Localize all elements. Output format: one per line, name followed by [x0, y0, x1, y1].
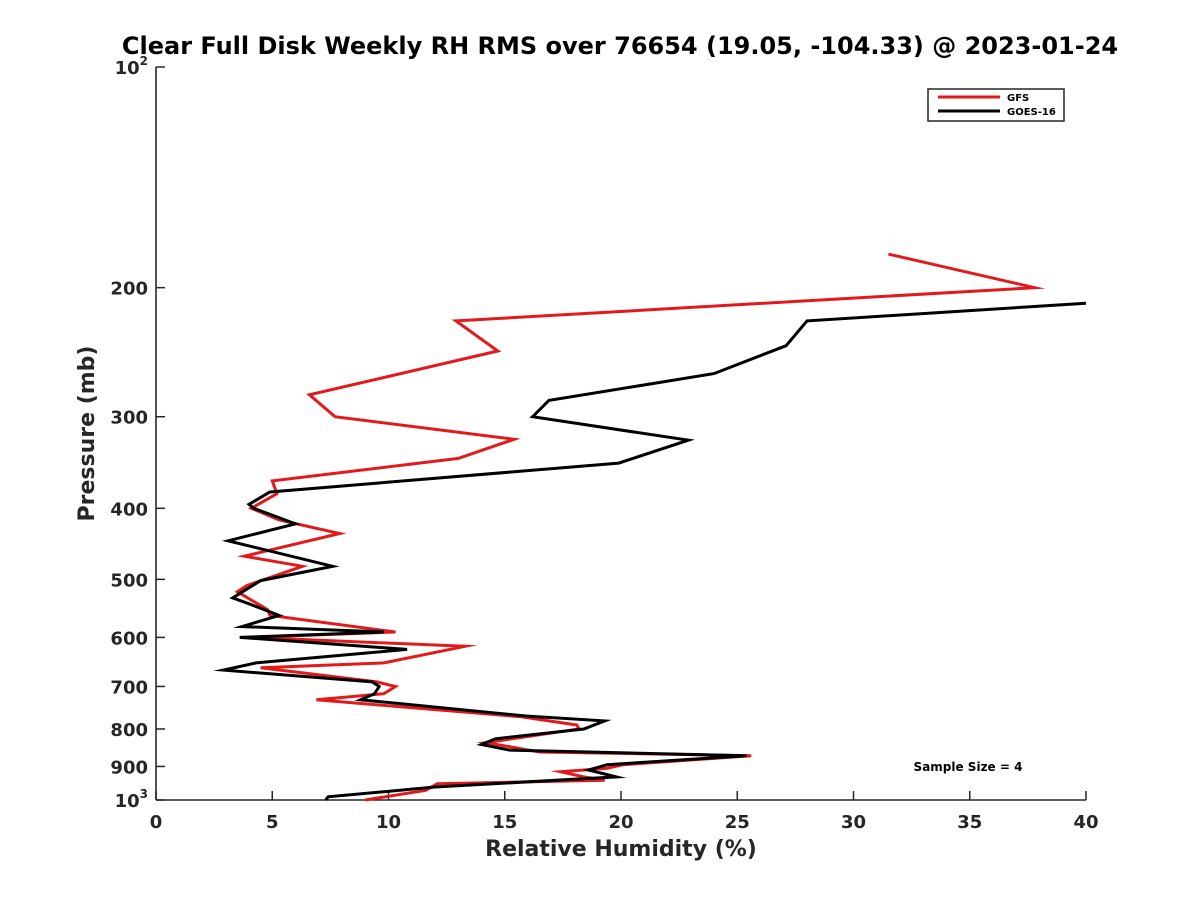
y-tick-label: 102	[115, 54, 148, 79]
x-axis-label: Relative Humidity (%)	[485, 837, 757, 862]
legend-label: GOES-16	[1007, 107, 1056, 118]
y-tick-label: 200	[110, 279, 148, 300]
y-tick-label: 800	[110, 720, 148, 741]
y-tick-label: 400	[110, 499, 148, 520]
y-axis-label: Pressure (mb)	[75, 346, 100, 522]
x-tick-label: 15	[492, 812, 517, 833]
x-tick-label: 40	[1073, 812, 1098, 833]
y-tick-label: 900	[110, 757, 148, 778]
y-tick-label: 300	[110, 408, 148, 429]
y-tick-label: 600	[110, 628, 148, 649]
legend-label: GFS	[1007, 93, 1029, 104]
axes: 0 5 10 15 20 25 30 35 40 102 200 300 400 500 600 700 800…	[110, 54, 1098, 833]
y-tick-label: 700	[110, 677, 148, 698]
y-tick-label: 500	[110, 570, 148, 591]
x-tick-label: 35	[957, 812, 982, 833]
x-tick-label: 20	[608, 812, 633, 833]
series-line-goes-16	[213, 301, 1087, 801]
x-tick-label: 0	[150, 812, 163, 833]
x-tick-label: 5	[266, 812, 279, 833]
sample-size-annotation: Sample Size = 4	[914, 760, 1023, 774]
x-tick-label: 10	[376, 812, 401, 833]
legend-box	[927, 88, 1065, 122]
chart-title: Clear Full Disk Weekly RH RMS over 76654…	[122, 32, 1118, 60]
x-tick-label: 25	[725, 812, 750, 833]
series-line-gfs	[234, 252, 1046, 802]
series-lines	[213, 252, 1087, 802]
y-tick-label: 103	[115, 787, 148, 812]
legend: GFS GOES-16	[927, 88, 1065, 122]
x-tick-label: 30	[841, 812, 866, 833]
